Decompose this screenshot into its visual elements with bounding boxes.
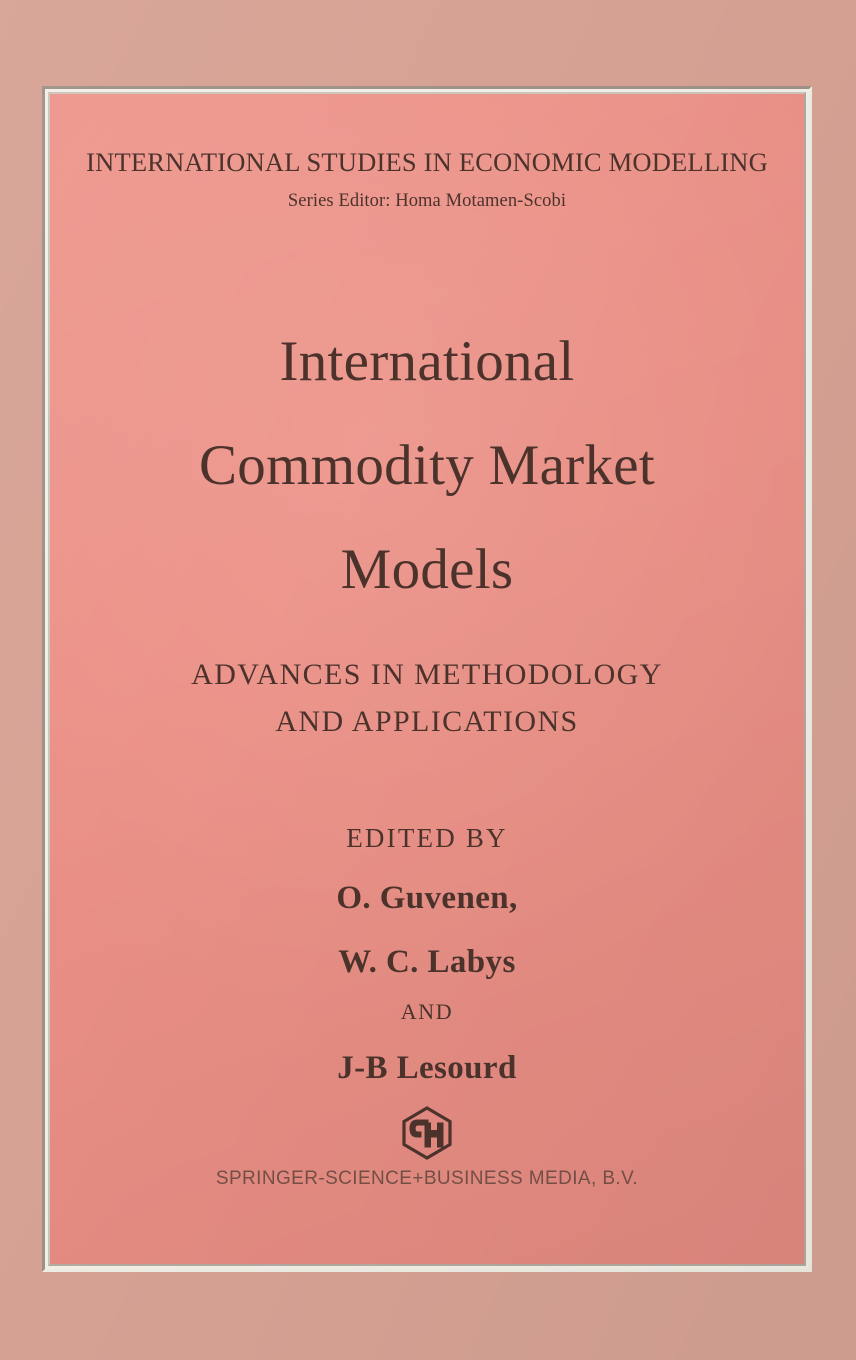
editors-conjunction: AND — [400, 998, 454, 1024]
editor-name-3: J-B Lesourd — [337, 1049, 517, 1086]
title-line-1: International — [279, 330, 575, 393]
editor-name-1: O. Guvenen, — [336, 879, 518, 916]
subtitle-line-2: AND APPLICATIONS — [275, 705, 579, 738]
title-line-2: Commodity Market — [198, 434, 655, 497]
publisher-imprint: SPRINGER-SCIENCE+BUSINESS MEDIA, B.V. — [50, 1106, 804, 1190]
book-subtitle: ADVANCES IN METHODOLOGY AND APPLICATIONS — [50, 651, 804, 745]
series-title: INTERNATIONAL STUDIES IN ECONOMIC MODELL… — [86, 147, 768, 177]
series-header: INTERNATIONAL STUDIES IN ECONOMIC MODELL… — [50, 147, 804, 212]
series-editor-line: Series Editor: Homa Motamen-Scobi — [287, 191, 567, 212]
cover-inner-panel: INTERNATIONAL STUDIES IN ECONOMIC MODELL… — [48, 92, 806, 1266]
chapman-hall-hexagon-logo-icon — [398, 1106, 456, 1160]
publisher-name: SPRINGER-SCIENCE+BUSINESS MEDIA, B.V. — [215, 1168, 639, 1189]
edited-by-label: EDITED BY — [346, 823, 508, 853]
book-title: International Commodity Market Models — [50, 310, 804, 622]
editors-credit: EDITED BY O. Guvenen, W. C. Labys AND J-… — [50, 823, 804, 1088]
cover-border-frame: INTERNATIONAL STUDIES IN ECONOMIC MODELL… — [42, 86, 812, 1272]
subtitle-line-1: ADVANCES IN METHODOLOGY — [191, 658, 663, 691]
editor-name-2: W. C. Labys — [338, 943, 516, 980]
title-line-3: Models — [340, 538, 514, 601]
